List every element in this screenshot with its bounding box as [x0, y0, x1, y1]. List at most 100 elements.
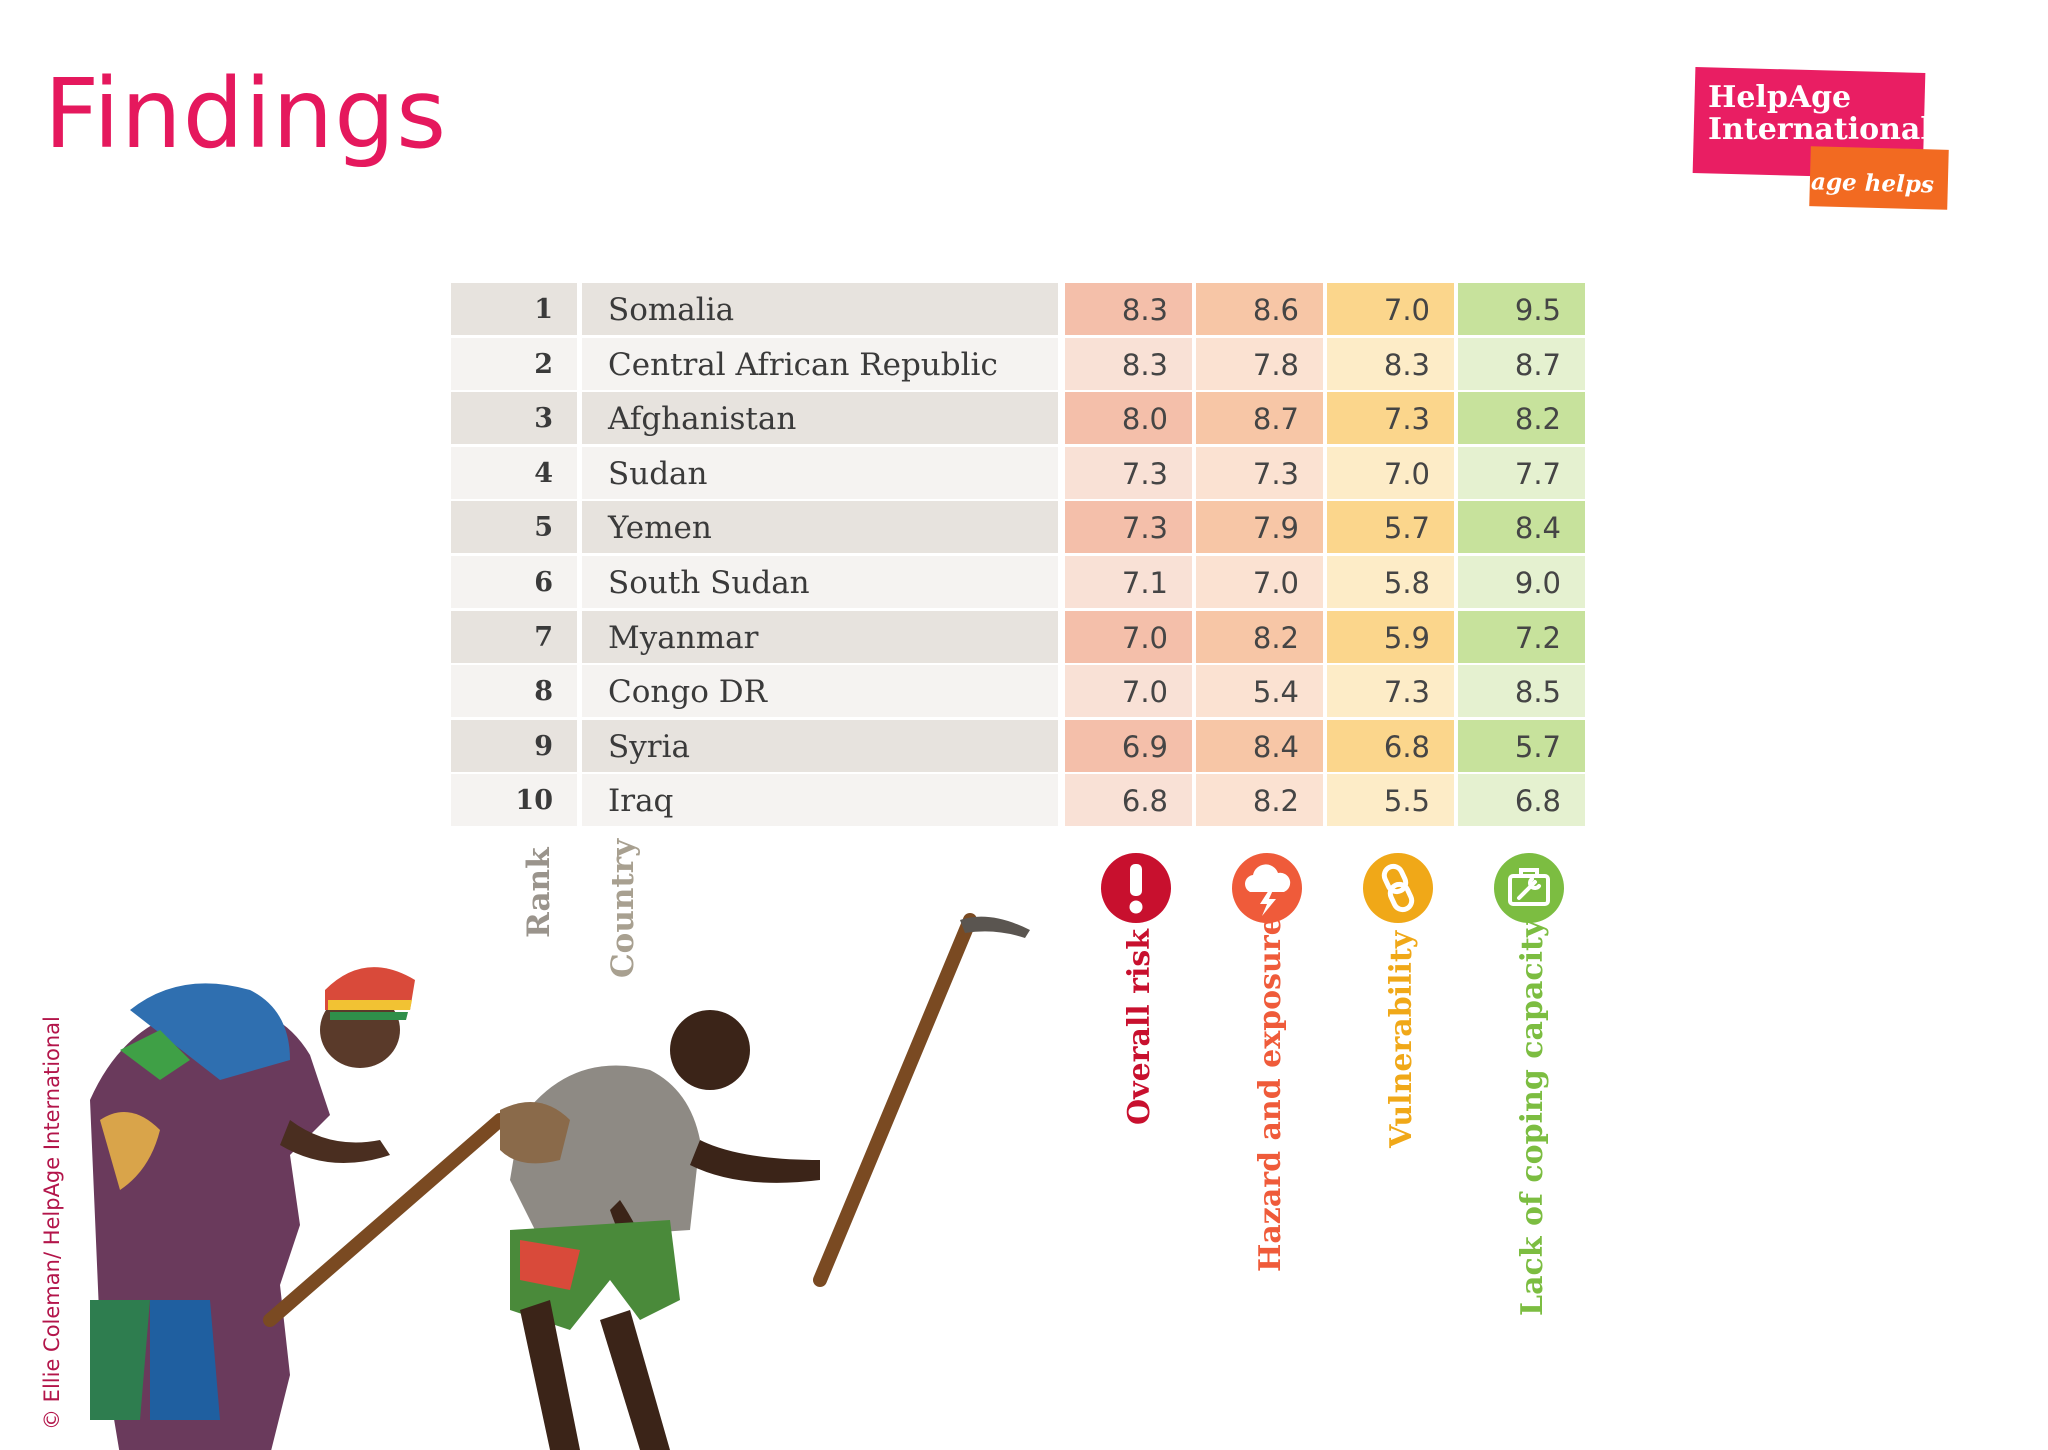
hazard-exposure-cell-value: 8.7 — [1252, 402, 1299, 437]
table-row: 1 Somalia 8.3 8.6 7.0 9.5 — [451, 283, 1588, 335]
lack-coping-cell: 8.7 — [1458, 337, 1585, 390]
rank-cell: 5 — [451, 501, 577, 554]
country-cell: Congo DR — [582, 665, 1058, 718]
rank-cell: 9 — [451, 719, 577, 772]
rank-cell: 7 — [451, 610, 577, 663]
rank-cell-value: 5 — [534, 512, 553, 544]
table-row: 4 Sudan 7.3 7.3 7.0 7.7 — [451, 446, 1588, 499]
overall-risk-cell: 8.3 — [1065, 283, 1192, 335]
lack-coping-cell-value: 8.4 — [1514, 511, 1561, 546]
logo-tagline-block: age helps — [1809, 146, 1949, 210]
vulnerability-cell: 5.7 — [1327, 501, 1454, 554]
vulnerability-cell-value: 5.7 — [1383, 511, 1430, 546]
elderly-woman-figure — [90, 967, 507, 1450]
overall-risk-cell-value: 7.3 — [1121, 511, 1168, 546]
overall-risk-cell-value: 7.0 — [1121, 620, 1168, 655]
logo-tagline: age helps — [1810, 168, 1935, 199]
country-cell: Afghanistan — [582, 392, 1058, 445]
table-row: 2 Central African Republic 8.3 7.8 8.3 8.7 — [451, 337, 1588, 390]
overall-risk-cell: 7.0 — [1065, 665, 1192, 718]
storm-cloud-icon — [1231, 852, 1303, 924]
rank-cell: 10 — [451, 774, 577, 827]
hazard-exposure-cell: 7.0 — [1196, 556, 1323, 608]
country-cell: Somalia — [582, 283, 1058, 335]
lack-coping-cell: 8.4 — [1458, 501, 1585, 554]
hazard-exposure-cell-value: 8.2 — [1252, 620, 1299, 655]
hazard-exposure-cell-value: 8.6 — [1252, 293, 1299, 327]
overall-risk-cell-value: 8.0 — [1121, 402, 1168, 437]
country-cell: Syria — [582, 719, 1058, 772]
vulnerability-cell-value: 7.3 — [1383, 675, 1430, 710]
overall-risk-cell-value: 6.8 — [1121, 784, 1168, 819]
hazard-exposure-cell-value: 7.8 — [1252, 347, 1299, 382]
vulnerability-cell: 5.5 — [1327, 774, 1454, 827]
country-cell-value: Congo DR — [608, 674, 767, 711]
lack-coping-cell: 6.8 — [1458, 774, 1585, 827]
vulnerability-cell-value: 5.9 — [1383, 620, 1430, 655]
country-cell-value: Syria — [608, 728, 690, 765]
lack-coping-cell-value: 5.7 — [1514, 729, 1561, 764]
overall-risk-cell: 6.8 — [1065, 774, 1192, 827]
hazard-exposure-cell: 8.2 — [1196, 610, 1323, 663]
country-cell-value: South Sudan — [608, 565, 810, 601]
rank-cell-value: 10 — [515, 785, 553, 817]
lack-coping-cell: 9.5 — [1458, 283, 1585, 335]
table-row: 7 Myanmar 7.0 8.2 5.9 7.2 — [451, 610, 1588, 663]
rank-cell: 6 — [451, 556, 577, 608]
vulnerability-cell: 5.8 — [1327, 556, 1454, 608]
hazard-exposure-cell-value: 7.3 — [1252, 456, 1299, 491]
overall-risk-cell: 7.1 — [1065, 556, 1192, 608]
country-cell-value: Afghanistan — [608, 401, 797, 438]
hazard-exposure-cell: 7.9 — [1196, 501, 1323, 554]
overall-risk-cell: 8.3 — [1065, 337, 1192, 390]
vulnerability-cell: 7.3 — [1327, 665, 1454, 718]
hazard-exposure-cell-value: 8.2 — [1252, 784, 1299, 819]
country-cell-value: Iraq — [608, 783, 674, 820]
lack-coping-cell-value: 9.0 — [1514, 566, 1561, 600]
column-header-vulnerability: Vulnerability — [1384, 930, 1419, 1148]
hazard-exposure-cell-value: 7.9 — [1252, 511, 1299, 546]
country-cell-value: Yemen — [608, 510, 712, 547]
rank-cell-value: 9 — [534, 730, 553, 762]
rank-cell: 4 — [451, 446, 577, 499]
country-cell-value: Sudan — [608, 455, 708, 492]
lack-coping-cell-value: 8.5 — [1514, 675, 1561, 710]
vulnerability-cell: 5.9 — [1327, 610, 1454, 663]
vulnerability-cell: 8.3 — [1327, 337, 1454, 390]
lack-coping-cell: 7.2 — [1458, 610, 1585, 663]
lack-coping-cell: 8.5 — [1458, 665, 1585, 718]
hazard-exposure-cell: 8.2 — [1196, 774, 1323, 827]
rank-cell: 2 — [451, 337, 577, 390]
lack-coping-cell-value: 8.7 — [1514, 347, 1561, 382]
lack-coping-cell-value: 6.8 — [1514, 784, 1561, 819]
column-header-lack-coping: Lack of coping capacity — [1515, 919, 1550, 1316]
table-row: 6 South Sudan 7.1 7.0 5.8 9.0 — [451, 556, 1588, 608]
overall-risk-cell-value: 7.0 — [1121, 675, 1168, 710]
table-row: 8 Congo DR 7.0 5.4 7.3 8.5 — [451, 665, 1588, 718]
broken-chain-icon — [1362, 852, 1434, 924]
toolbox-icon — [1493, 852, 1565, 924]
overall-risk-cell-value: 7.3 — [1121, 456, 1168, 491]
lack-coping-cell-value: 7.7 — [1514, 456, 1561, 491]
rank-cell-value: 8 — [534, 676, 553, 708]
country-cell: Sudan — [582, 446, 1058, 499]
vulnerability-cell: 6.8 — [1327, 719, 1454, 772]
rank-cell: 3 — [451, 392, 577, 445]
overall-risk-cell: 7.3 — [1065, 446, 1192, 499]
country-cell-value: Somalia — [608, 292, 735, 328]
exclamation-icon — [1100, 852, 1172, 924]
vulnerability-cell-value: 5.5 — [1383, 784, 1430, 819]
overall-risk-cell-value: 8.3 — [1121, 347, 1168, 382]
vulnerability-cell-value: 7.0 — [1383, 293, 1430, 327]
lack-coping-cell-value: 8.2 — [1514, 402, 1561, 437]
rank-cell-value: 2 — [534, 348, 553, 380]
overall-risk-cell: 7.0 — [1065, 610, 1192, 663]
rank-cell-value: 3 — [534, 403, 553, 435]
hazard-exposure-cell: 5.4 — [1196, 665, 1323, 718]
page-title: Findings — [44, 58, 448, 170]
rank-cell-value: 7 — [534, 621, 553, 653]
column-header-overall-risk: Overall risk — [1122, 928, 1157, 1125]
overall-risk-cell-value: 8.3 — [1121, 293, 1168, 327]
risk-ranking-table: 1 Somalia 8.3 8.6 7.0 9.5 2 Central African Rep… — [451, 283, 1588, 829]
hazard-exposure-cell: 8.6 — [1196, 283, 1323, 335]
